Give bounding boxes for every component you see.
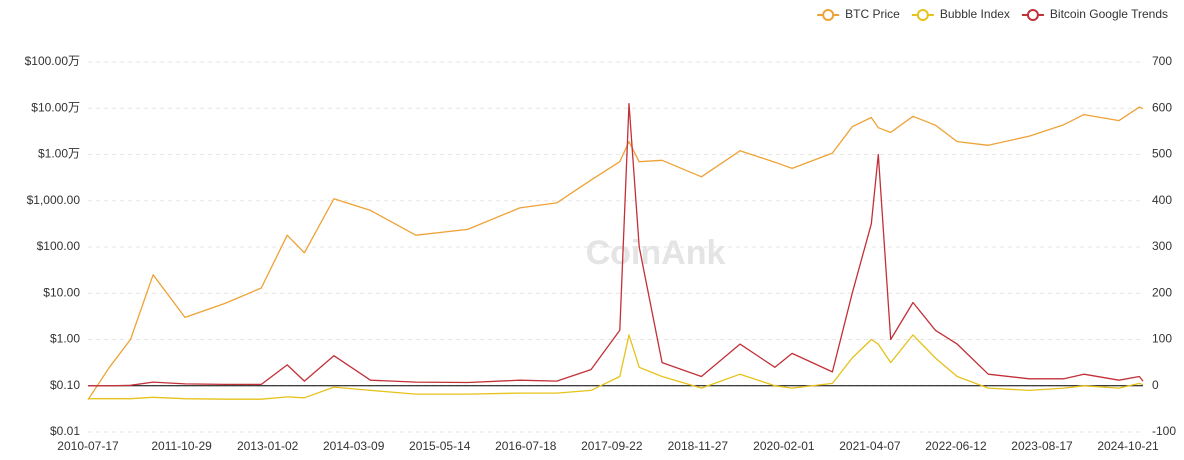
series-line (88, 334, 1144, 400)
legend-label: Bubble Index (940, 7, 1010, 21)
y2-tick-label: 600 (1152, 100, 1172, 114)
x-tick-label: 2020-02-01 (753, 439, 815, 453)
x-tick-label: 2023-08-17 (1011, 439, 1073, 453)
x-tick-label: 2016-07-18 (495, 439, 557, 453)
legend-label: BTC Price (845, 7, 900, 21)
y2-tick-label: 200 (1152, 285, 1172, 299)
legend-icon (916, 9, 929, 21)
x-tick-label: 2021-04-07 (839, 439, 901, 453)
y2-tick-label: 300 (1152, 239, 1172, 253)
x-tick-label: 2011-10-29 (151, 439, 212, 453)
y-tick-label: $1.00 (50, 332, 80, 346)
y-tick-label: $0.10 (50, 378, 80, 392)
y-tick-label: $0.01 (50, 424, 80, 438)
x-tick-label: 2010-07-17 (57, 439, 119, 453)
series-line (88, 102, 1144, 387)
y2-tick-label: 500 (1152, 147, 1172, 161)
legend-icon (1026, 9, 1039, 21)
x-tick-label: 2017-09-22 (581, 439, 643, 453)
y2-tick-label: 400 (1152, 193, 1172, 207)
series-line (87, 106, 1144, 401)
x-tick-label: 2022-06-12 (925, 439, 987, 453)
y-tick-label: $10.00万 (31, 100, 80, 114)
x-tick-label: 2018-11-27 (668, 439, 729, 453)
y-tick-label: $10.00 (43, 285, 80, 299)
x-tick-label: 2013-01-02 (237, 439, 299, 453)
y-tick-label: $100.00万 (25, 54, 80, 68)
y2-tick-label: 700 (1152, 54, 1172, 68)
y2-tick-label: 0 (1152, 378, 1159, 392)
x-tick-label: 2014-03-09 (323, 439, 385, 453)
y-tick-label: $1,000.00 (27, 193, 81, 207)
x-tick-label: 2024-10-21 (1097, 439, 1159, 453)
y-tick-label: $100.00 (37, 239, 81, 253)
watermark: CoinAnk (586, 234, 726, 272)
y-tick-label: $1.00万 (38, 147, 80, 161)
legend-label: Bitcoin Google Trends (1050, 7, 1168, 21)
y2-tick-label: 100 (1152, 332, 1172, 346)
x-tick-label: 2015-05-14 (409, 439, 471, 453)
y2-tick-label: -100 (1152, 424, 1176, 438)
legend-icon (822, 9, 835, 21)
